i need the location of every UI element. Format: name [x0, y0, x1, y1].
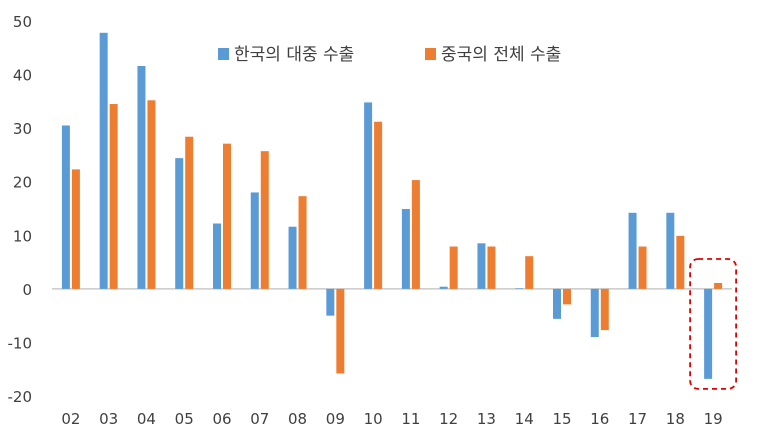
bar-series1-17 — [628, 212, 637, 289]
x-tick-label: 16 — [590, 410, 609, 428]
x-tick-label: 13 — [477, 410, 496, 428]
bar-series2-07 — [260, 151, 269, 289]
y-tick-label: 10 — [13, 227, 32, 245]
bar-series2-03 — [109, 104, 118, 289]
x-tick-label: 10 — [364, 410, 383, 428]
bar-series2-14 — [525, 256, 534, 289]
bar-series1-07 — [250, 192, 259, 289]
legend-swatch — [425, 48, 436, 60]
bar-series2-02 — [71, 169, 80, 289]
x-tick-label: 03 — [99, 410, 118, 428]
x-tick-label: 05 — [175, 410, 194, 428]
bar-series1-10 — [364, 102, 373, 289]
bar-series2-09 — [336, 288, 345, 374]
x-tick-label: 19 — [704, 410, 723, 428]
legend-label: 한국의 대중 수출 — [234, 45, 354, 65]
y-tick-label: 0 — [22, 281, 32, 299]
bar-series1-04 — [137, 66, 146, 289]
bar-series1-09 — [326, 288, 335, 316]
y-tick-label: 30 — [13, 120, 32, 138]
x-tick-label: 09 — [326, 410, 345, 428]
x-tick-label: 04 — [137, 410, 156, 428]
bar-series1-03 — [99, 32, 108, 289]
x-tick-label: 17 — [628, 410, 647, 428]
legend-label: 중국의 전체 수출 — [441, 45, 561, 65]
bar-series1-02 — [61, 125, 70, 289]
bar-series2-18 — [676, 235, 685, 289]
y-tick-label: -20 — [8, 388, 33, 406]
bar-series2-05 — [185, 136, 194, 289]
y-axis: -20 -10 0 10 20 30 40 50 — [8, 13, 732, 406]
x-tick-label: 14 — [515, 410, 534, 428]
bar-series1-19 — [704, 288, 713, 379]
highlight-box — [689, 258, 738, 390]
bar-series1-11 — [401, 209, 410, 289]
bar-series1-13 — [477, 243, 486, 289]
bar-series1-18 — [666, 212, 675, 289]
bar-series1-16 — [590, 288, 599, 338]
highlight-dashed-box — [689, 258, 738, 390]
x-tick-label: 15 — [552, 410, 571, 428]
x-tick-label: 08 — [288, 410, 307, 428]
bar-series2-04 — [147, 100, 156, 289]
bar-series2-13 — [487, 246, 496, 289]
bar-series2-10 — [374, 121, 383, 289]
y-tick-label: 40 — [13, 67, 32, 85]
bar-series1-05 — [175, 158, 184, 289]
bars — [61, 32, 723, 379]
bar-series2-06 — [223, 143, 231, 289]
x-tick-label: 07 — [250, 410, 269, 428]
bar-series1-08 — [288, 226, 297, 289]
bar-series2-11 — [411, 180, 420, 289]
x-tick-label: 06 — [212, 410, 231, 428]
x-tick-label: 18 — [666, 410, 685, 428]
x-tick-label: 11 — [401, 410, 420, 428]
bar-series2-17 — [638, 246, 647, 289]
y-tick-label: 20 — [13, 174, 32, 192]
bar-series2-19 — [714, 282, 723, 289]
bar-series2-15 — [563, 288, 571, 305]
x-tick-label: 12 — [439, 410, 458, 428]
bar-series1-15 — [553, 288, 561, 319]
bar-series1-12 — [439, 286, 448, 289]
bar-series2-16 — [600, 288, 609, 331]
bar-series1-06 — [213, 223, 221, 289]
bar-series2-08 — [298, 196, 307, 289]
x-tick-label: 02 — [61, 410, 80, 428]
y-tick-label: -10 — [8, 334, 33, 352]
y-tick-label: 50 — [13, 13, 32, 31]
x-axis: 02 03 04 05 06 07 08 09 10 11 12 13 14 15 16 17 18 19 — [61, 410, 722, 428]
bar-series1-14 — [515, 288, 524, 289]
legend: 한국의 대중 수출 중국의 전체 수출 — [218, 45, 561, 65]
bar-series2-12 — [449, 246, 458, 289]
legend-swatch — [218, 48, 229, 60]
